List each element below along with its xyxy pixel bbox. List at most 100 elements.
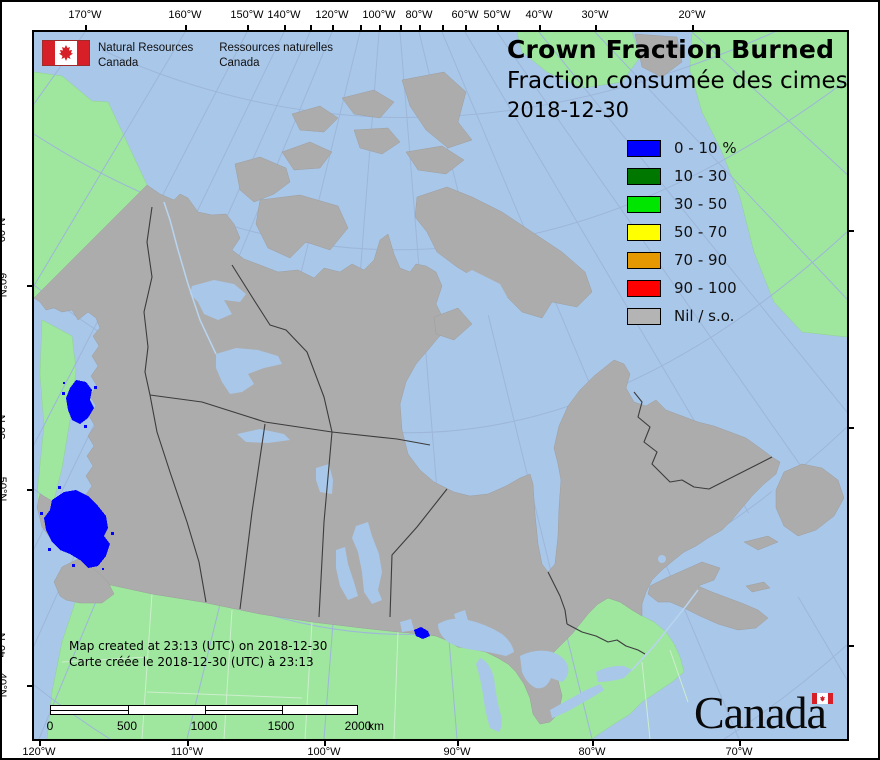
grid-label: 150°W (230, 9, 264, 21)
grid-label: 60°N (0, 217, 8, 243)
lake-erie (550, 684, 604, 718)
canada-land-nil (34, 33, 781, 725)
creation-notes: Map created at 23:13 (UTC) on 2018-12-30… (69, 638, 327, 670)
grid-tick (592, 740, 594, 746)
vancouver-island (53, 558, 115, 604)
grid-tick (27, 489, 33, 491)
grid-label: 120°W (315, 9, 349, 21)
grid-label: 50°N (0, 476, 8, 502)
grid-label: 100°W (362, 9, 396, 21)
grid-tick (332, 25, 334, 31)
grid-label: 40°N (0, 672, 8, 698)
grid-tick (457, 740, 459, 746)
legend: 0 - 10 % 10 - 30 30 - 50 50 - 70 70 - 90 90 -… (627, 134, 737, 330)
scale-bar: 0 500 1000 1500 2000 km (47, 703, 384, 733)
grid-label: 160°W (168, 9, 202, 21)
foxe-basin (447, 270, 510, 316)
map-title-fr: Fraction consumée des cimes (507, 68, 848, 94)
legend-swatch (627, 139, 661, 157)
legend-label: 10 - 30 (674, 167, 728, 185)
grid-label: 80°W (578, 746, 606, 758)
grid-tick (247, 25, 249, 31)
grid-tick (185, 25, 187, 31)
lake-huron (520, 650, 569, 689)
grid-label: 40°N (0, 632, 8, 658)
grid-label: 80°W (405, 9, 433, 21)
southampton-island (433, 307, 473, 341)
grid-tick (284, 25, 286, 31)
great-bear-lake (190, 280, 246, 320)
lake-michigan (476, 658, 502, 732)
grid-label: 60°W (451, 9, 479, 21)
grid-label: 50°N (0, 414, 8, 440)
grid-tick (692, 25, 694, 31)
grid-label: 70°W (725, 746, 753, 758)
rivers (163, 201, 699, 671)
grid-label: 100°W (307, 746, 341, 758)
lake-ontario (596, 665, 632, 682)
us-state-lines (61, 593, 689, 739)
anticosti-island (743, 535, 779, 551)
legend-row: 30 - 50 (627, 190, 737, 218)
legend-label: 90 - 100 (674, 279, 737, 297)
scale-bar-unit: km (368, 719, 384, 733)
map-canvas (32, 30, 849, 741)
grid-label: 90°W (443, 746, 471, 758)
scale-bar-label: 1500 (267, 719, 295, 733)
legend-label: 70 - 90 (674, 251, 728, 269)
maritimes-land (647, 463, 845, 631)
canada-wordmark-text: Canada (694, 687, 827, 738)
scale-bar-label: 1000 (190, 719, 218, 733)
banks-island (234, 156, 291, 203)
legend-swatch (627, 307, 661, 325)
legend-label: 50 - 70 (674, 223, 728, 241)
scale-bar-label: 500 (116, 719, 138, 733)
legend-swatch (627, 223, 661, 241)
legend-row: 50 - 70 (627, 218, 737, 246)
maple-leaf-icon (59, 45, 73, 61)
grid-tick (39, 740, 41, 746)
grid-tick (85, 25, 87, 31)
lac-saint-jean (658, 555, 666, 563)
grid-tick (848, 645, 854, 647)
province-borders (143, 206, 773, 655)
canada-flag-icon (42, 40, 90, 66)
grid-tick (27, 685, 33, 687)
grid-label: 140°W (267, 9, 301, 21)
canada-wordmark: Canada (694, 686, 833, 739)
grid-label: 110°W (170, 746, 204, 758)
lake-winnipeg (352, 522, 382, 604)
grid-tick (400, 25, 402, 31)
legend-swatch (627, 167, 661, 185)
canada-map-image (34, 32, 847, 739)
legend-label: 30 - 50 (674, 195, 728, 213)
grid-label: 120°W (22, 746, 56, 758)
victoria-island (255, 194, 349, 259)
devon-island (405, 145, 465, 175)
legend-swatch (627, 195, 661, 213)
grid-tick (848, 230, 854, 232)
grid-tick (27, 285, 33, 287)
grid-label: 60°N (0, 272, 8, 298)
grid-tick (379, 25, 381, 31)
scale-bar-label: 2000 (344, 719, 372, 733)
logo-text-en: Natural Resources Canada (98, 42, 194, 69)
grid-tick (539, 25, 541, 31)
map-title-en: Crown Fraction Burned (507, 35, 835, 64)
creation-note-en: Map created at 23:13 (UTC) on 2018-12-30 (69, 639, 328, 653)
wordmark-flag-icon (812, 693, 833, 704)
legend-swatch (627, 279, 661, 297)
logo-text-fr: Ressources naturelles Canada (219, 42, 334, 69)
baffin-island (414, 186, 593, 319)
grid-tick (419, 25, 421, 31)
legend-row: 90 - 100 (627, 274, 737, 302)
map-date: 2018-12-30 (507, 98, 630, 122)
nrcan-logo: Natural Resources Canada Ressources natu… (42, 40, 333, 71)
ellesmere-island (401, 71, 473, 149)
grid-tick (595, 25, 597, 31)
map-title-block: Crown Fraction Burned Fraction consumée … (507, 35, 848, 122)
grid-tick (310, 25, 312, 31)
grid-tick (465, 25, 467, 31)
lake-of-the-woods (400, 619, 414, 632)
